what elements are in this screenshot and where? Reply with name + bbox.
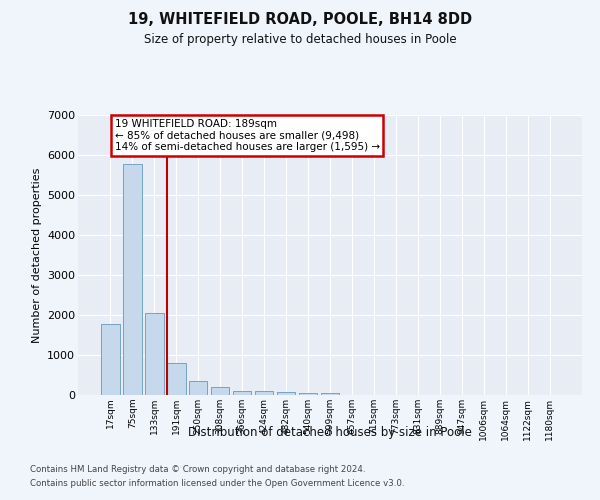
Text: Contains HM Land Registry data © Crown copyright and database right 2024.: Contains HM Land Registry data © Crown c… [30,466,365,474]
Y-axis label: Number of detached properties: Number of detached properties [32,168,41,342]
Bar [299,393,317,395]
Bar [167,362,185,395]
Bar [233,390,251,395]
Bar [211,387,229,395]
Bar [145,312,164,395]
Bar [255,391,274,395]
Text: 19 WHITEFIELD ROAD: 189sqm
← 85% of detached houses are smaller (9,498)
14% of s: 19 WHITEFIELD ROAD: 189sqm ← 85% of deta… [115,119,380,152]
Bar [101,324,119,395]
Text: Contains public sector information licensed under the Open Government Licence v3: Contains public sector information licen… [30,479,404,488]
Bar [320,393,340,395]
Bar [277,392,295,395]
Text: 19, WHITEFIELD ROAD, POOLE, BH14 8DD: 19, WHITEFIELD ROAD, POOLE, BH14 8DD [128,12,472,28]
Text: Size of property relative to detached houses in Poole: Size of property relative to detached ho… [143,32,457,46]
Bar [123,164,142,395]
Bar [189,380,208,395]
Text: Distribution of detached houses by size in Poole: Distribution of detached houses by size … [188,426,472,439]
